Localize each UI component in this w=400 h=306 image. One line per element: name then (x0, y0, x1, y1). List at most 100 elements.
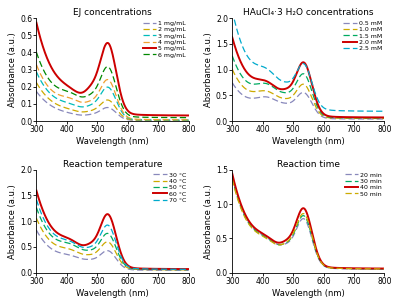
20 min (382, 267, 387, 271)
30 °C (159, 268, 164, 272)
50 min (354, 267, 359, 271)
5 mg/mL (159, 114, 164, 117)
50 °C (159, 268, 164, 271)
Line: 4 mg/mL: 4 mg/mL (36, 65, 188, 120)
1 mg/mL (34, 90, 39, 93)
X-axis label: Wavelength (nm): Wavelength (nm) (272, 137, 345, 146)
60 °C (159, 267, 164, 271)
4 mg/mL (116, 101, 121, 105)
60 °C (107, 214, 112, 218)
2.5 mM (354, 109, 359, 113)
70 °C (34, 198, 39, 201)
2 mg/mL (186, 118, 191, 122)
Line: 40 min: 40 min (232, 174, 384, 269)
2 mg/mL (116, 110, 121, 114)
Line: 5 mg/mL: 5 mg/mL (36, 23, 188, 115)
4 mg/mL (107, 79, 112, 83)
20 min (302, 217, 307, 221)
2.0 mM (303, 62, 308, 66)
20 min (312, 246, 317, 250)
1 mg/mL (182, 119, 187, 122)
6 mg/mL (186, 116, 191, 119)
50 min (302, 212, 307, 216)
4 mg/mL (34, 63, 39, 66)
0.5 mM (320, 115, 325, 119)
2.0 mM (230, 35, 235, 39)
Line: 2 mg/mL: 2 mg/mL (36, 83, 188, 120)
Line: 30 °C: 30 °C (36, 230, 188, 271)
20 min (378, 267, 383, 271)
Line: 2.5 mM: 2.5 mM (232, 10, 384, 111)
Line: 40 °C: 40 °C (36, 218, 188, 270)
50 °C (107, 233, 112, 236)
Line: 60 °C: 60 °C (36, 191, 188, 269)
40 min (312, 241, 317, 245)
0.5 mM (312, 106, 317, 110)
1.5 mM (320, 113, 325, 116)
Line: 70 °C: 70 °C (36, 200, 188, 269)
20 min (320, 263, 325, 267)
Line: 50 °C: 50 °C (36, 207, 188, 270)
1.0 mM (320, 114, 325, 118)
1.0 mM (230, 67, 235, 71)
2 mg/mL (124, 117, 129, 121)
3 mg/mL (159, 118, 164, 122)
50 min (378, 267, 383, 271)
0.5 mM (230, 81, 235, 84)
50 min (382, 267, 387, 271)
Legend: 30 °C, 40 °C, 50 °C, 60 °C, 70 °C: 30 °C, 40 °C, 50 °C, 60 °C, 70 °C (152, 172, 187, 203)
Y-axis label: Absorbance (a.u.): Absorbance (a.u.) (8, 32, 17, 107)
4 mg/mL (124, 115, 129, 118)
50 °C (124, 265, 129, 268)
3 mg/mL (186, 118, 191, 122)
3 mg/mL (182, 118, 187, 122)
Title: Reaction temperature: Reaction temperature (63, 160, 162, 169)
Title: EJ concentrations: EJ concentrations (73, 8, 152, 17)
40 min (382, 267, 387, 271)
40 min (378, 267, 383, 270)
2.0 mM (320, 111, 325, 115)
1 mg/mL (116, 113, 121, 117)
70 °C (159, 267, 164, 271)
4 mg/mL (182, 118, 187, 121)
30 °C (107, 249, 112, 253)
Line: 1.0 mM: 1.0 mM (232, 69, 384, 118)
40 min (320, 262, 325, 265)
1 mg/mL (186, 119, 191, 122)
Legend: 20 min, 30 min, 40 min, 50 min: 20 min, 30 min, 40 min, 50 min (344, 172, 382, 197)
30 min (378, 267, 383, 271)
20 min (354, 267, 359, 271)
3 mg/mL (34, 70, 39, 74)
2 mg/mL (159, 118, 164, 122)
50 min (230, 177, 235, 181)
40 °C (124, 266, 129, 269)
50 min (312, 244, 317, 248)
50 °C (186, 268, 191, 271)
40 min (302, 207, 307, 211)
3 mg/mL (124, 115, 129, 119)
2.0 mM (302, 61, 307, 65)
2.0 mM (312, 92, 317, 96)
30 °C (116, 260, 121, 264)
2.5 mM (230, 9, 235, 12)
Line: 1 mg/mL: 1 mg/mL (36, 91, 188, 121)
30 min (320, 263, 325, 266)
60 °C (34, 189, 39, 192)
40 °C (106, 240, 111, 244)
40 min (303, 208, 308, 212)
60 °C (182, 267, 187, 271)
2.5 mM (378, 110, 383, 113)
1.5 mM (303, 73, 308, 77)
1 mg/mL (107, 106, 112, 110)
2.5 mM (302, 62, 307, 66)
1 mg/mL (159, 119, 164, 122)
1.5 mM (354, 116, 359, 120)
6 mg/mL (34, 50, 39, 54)
70 °C (186, 267, 191, 271)
30 °C (186, 269, 191, 272)
5 mg/mL (124, 108, 129, 111)
Title: HAuCl₄·3 H₂O concentrations: HAuCl₄·3 H₂O concentrations (243, 8, 374, 17)
6 mg/mL (182, 116, 187, 119)
40 min (230, 172, 235, 175)
30 min (230, 176, 235, 180)
